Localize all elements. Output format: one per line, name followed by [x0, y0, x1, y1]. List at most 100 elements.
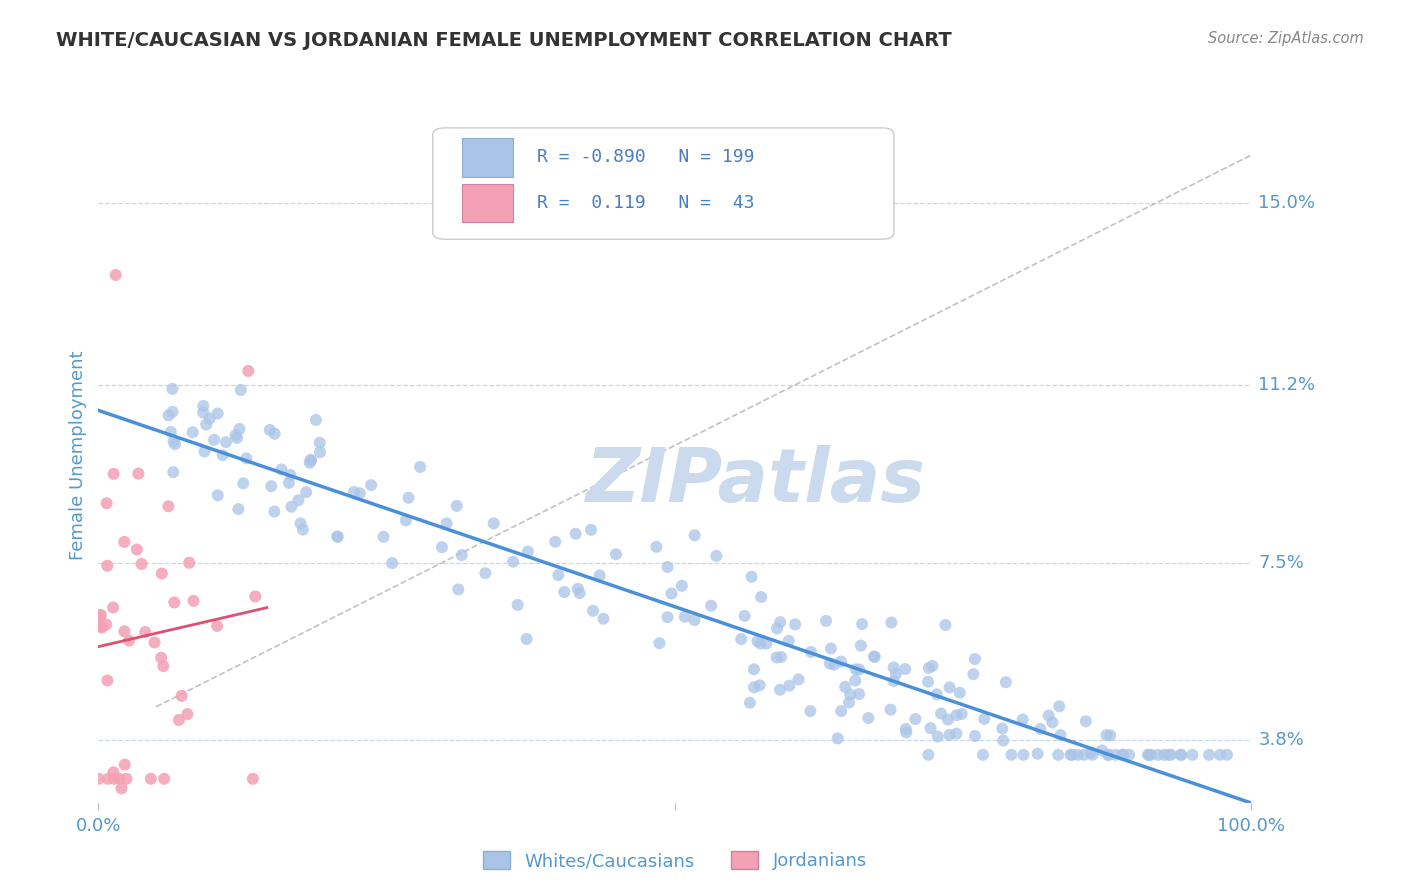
- Point: [263, 426, 285, 441]
- Point: [305, 413, 328, 427]
- Point: [994, 675, 1017, 690]
- Point: [884, 666, 907, 681]
- Point: [101, 600, 124, 615]
- Point: [1059, 747, 1081, 762]
- Text: 7.5%: 7.5%: [1258, 554, 1305, 572]
- Point: [1038, 708, 1060, 723]
- Point: [87, 772, 110, 786]
- Point: [104, 268, 127, 282]
- Point: [103, 772, 125, 786]
- Text: 15.0%: 15.0%: [1258, 194, 1316, 212]
- Point: [993, 733, 1015, 747]
- Point: [592, 612, 614, 626]
- Point: [108, 772, 131, 786]
- Point: [778, 633, 800, 648]
- Point: [506, 598, 529, 612]
- Point: [167, 713, 190, 727]
- Point: [839, 688, 862, 702]
- Point: [162, 405, 184, 419]
- Point: [90, 621, 112, 635]
- Point: [1137, 747, 1160, 762]
- Point: [904, 712, 927, 726]
- Point: [235, 451, 257, 466]
- Point: [1040, 715, 1063, 730]
- Point: [769, 682, 792, 697]
- Point: [844, 673, 866, 688]
- Point: [818, 657, 841, 671]
- Text: 11.2%: 11.2%: [1258, 376, 1316, 394]
- Point: [183, 594, 205, 608]
- Point: [152, 659, 174, 673]
- Point: [179, 556, 201, 570]
- Point: [270, 462, 292, 476]
- Point: [193, 406, 215, 420]
- FancyBboxPatch shape: [433, 128, 894, 239]
- Point: [683, 528, 706, 542]
- Point: [430, 540, 453, 554]
- Point: [1081, 747, 1104, 762]
- Point: [1198, 747, 1220, 762]
- Point: [972, 747, 994, 762]
- Point: [229, 383, 252, 397]
- Legend: Whites/Caucasians, Jordanians: Whites/Caucasians, Jordanians: [475, 844, 875, 877]
- Point: [738, 696, 761, 710]
- Text: R = -0.890   N = 199: R = -0.890 N = 199: [537, 148, 754, 167]
- Point: [1012, 747, 1035, 762]
- Point: [848, 663, 870, 677]
- Point: [1062, 747, 1084, 762]
- Point: [228, 422, 250, 436]
- Point: [741, 570, 763, 584]
- Point: [198, 411, 221, 425]
- Point: [880, 615, 903, 630]
- Point: [894, 722, 917, 736]
- Point: [163, 595, 186, 609]
- Text: Source: ZipAtlas.com: Source: ZipAtlas.com: [1208, 31, 1364, 46]
- Point: [89, 609, 111, 624]
- Point: [785, 617, 807, 632]
- Point: [564, 526, 586, 541]
- Point: [1140, 747, 1163, 762]
- Point: [1157, 747, 1180, 762]
- Point: [879, 703, 901, 717]
- Point: [849, 639, 872, 653]
- Point: [848, 687, 870, 701]
- Point: [830, 704, 852, 718]
- Point: [1073, 747, 1095, 762]
- Point: [287, 493, 309, 508]
- Point: [820, 641, 842, 656]
- Point: [917, 747, 939, 762]
- Point: [157, 500, 180, 514]
- Point: [883, 674, 905, 689]
- Point: [925, 687, 948, 701]
- Point: [450, 548, 472, 562]
- Point: [1000, 747, 1022, 762]
- Point: [568, 586, 591, 600]
- Point: [683, 613, 706, 627]
- Point: [863, 649, 886, 664]
- Point: [181, 425, 204, 440]
- Point: [1095, 728, 1118, 742]
- Point: [1170, 747, 1192, 762]
- Point: [827, 731, 849, 746]
- Point: [245, 590, 267, 604]
- Point: [770, 650, 793, 665]
- Point: [823, 657, 845, 672]
- Point: [648, 636, 671, 650]
- Point: [96, 496, 118, 510]
- Point: [482, 516, 505, 531]
- Point: [291, 523, 314, 537]
- Point: [657, 610, 679, 624]
- Point: [749, 590, 772, 604]
- Point: [153, 772, 176, 786]
- Point: [263, 504, 285, 518]
- Point: [280, 467, 302, 482]
- Point: [936, 713, 959, 727]
- Point: [1153, 747, 1175, 762]
- Point: [202, 433, 225, 447]
- Point: [582, 604, 605, 618]
- FancyBboxPatch shape: [461, 138, 513, 177]
- Point: [567, 582, 589, 596]
- Point: [96, 617, 118, 632]
- Point: [115, 772, 138, 786]
- Point: [1049, 728, 1071, 742]
